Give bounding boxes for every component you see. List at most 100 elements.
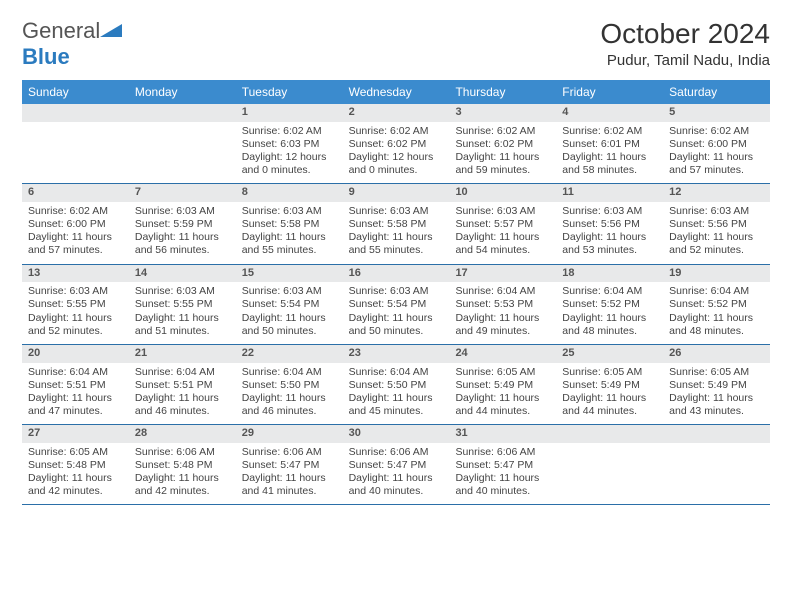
day-number: 1 <box>236 104 343 122</box>
weekday-wed: Wednesday <box>343 80 450 104</box>
calendar-cell: 6Sunrise: 6:02 AMSunset: 6:00 PMDaylight… <box>22 184 129 263</box>
weekday-thu: Thursday <box>449 80 556 104</box>
sunset-value: 5:48 PM <box>173 459 212 471</box>
calendar-cell: 1Sunrise: 6:02 AMSunset: 6:03 PMDaylight… <box>236 104 343 183</box>
sunrise-line: Sunrise: 6:03 AM <box>242 205 337 218</box>
logo-text-general: General <box>22 18 100 43</box>
sunrise-line: Sunrise: 6:02 AM <box>242 125 337 138</box>
calendar-cell: 8Sunrise: 6:03 AMSunset: 5:58 PMDaylight… <box>236 184 343 263</box>
sunrise-value: 6:03 AM <box>390 285 429 297</box>
day-body: Sunrise: 6:06 AMSunset: 5:48 PMDaylight:… <box>129 443 236 505</box>
day-body: Sunrise: 6:04 AMSunset: 5:52 PMDaylight:… <box>663 282 770 344</box>
calendar-cell: 11Sunrise: 6:03 AMSunset: 5:56 PMDayligh… <box>556 184 663 263</box>
daylight-value: 11 hours and 52 minutes. <box>669 231 753 256</box>
sunset-value: 5:51 PM <box>67 379 106 391</box>
calendar-cell <box>663 425 770 504</box>
sunset-line: Sunset: 5:56 PM <box>562 218 657 231</box>
sunrise-line: Sunrise: 6:03 AM <box>242 285 337 298</box>
calendar-week: 13Sunrise: 6:03 AMSunset: 5:55 PMDayligh… <box>22 265 770 345</box>
daylight-value: 11 hours and 42 minutes. <box>28 472 112 497</box>
sunrise-line: Sunrise: 6:03 AM <box>135 205 230 218</box>
sunset-value: 5:50 PM <box>387 379 426 391</box>
daylight-line: Daylight: 11 hours and 48 minutes. <box>669 312 764 338</box>
daylight-line: Daylight: 12 hours and 0 minutes. <box>349 151 444 177</box>
day-body: Sunrise: 6:03 AMSunset: 5:54 PMDaylight:… <box>236 282 343 344</box>
day-body <box>22 122 129 170</box>
calendar-cell: 21Sunrise: 6:04 AMSunset: 5:51 PMDayligh… <box>129 345 236 424</box>
sunset-line: Sunset: 5:49 PM <box>455 379 550 392</box>
weekday-sat: Saturday <box>663 80 770 104</box>
day-number: 7 <box>129 184 236 202</box>
sunset-value: 5:55 PM <box>173 298 212 310</box>
sunrise-line: Sunrise: 6:04 AM <box>349 366 444 379</box>
sunrise-line: Sunrise: 6:05 AM <box>455 366 550 379</box>
day-number: 23 <box>343 345 450 363</box>
sunset-value: 5:47 PM <box>280 459 319 471</box>
sunset-value: 5:54 PM <box>387 298 426 310</box>
day-number: 14 <box>129 265 236 283</box>
calendar-cell: 3Sunrise: 6:02 AMSunset: 6:02 PMDaylight… <box>449 104 556 183</box>
sunset-value: 5:54 PM <box>280 298 319 310</box>
day-body: Sunrise: 6:04 AMSunset: 5:50 PMDaylight:… <box>343 363 450 425</box>
sunrise-line: Sunrise: 6:03 AM <box>562 205 657 218</box>
calendar-cell: 19Sunrise: 6:04 AMSunset: 5:52 PMDayligh… <box>663 265 770 344</box>
daylight-value: 11 hours and 45 minutes. <box>349 392 433 417</box>
calendar-cell: 24Sunrise: 6:05 AMSunset: 5:49 PMDayligh… <box>449 345 556 424</box>
day-body: Sunrise: 6:03 AMSunset: 5:55 PMDaylight:… <box>129 282 236 344</box>
sunrise-line: Sunrise: 6:03 AM <box>28 285 123 298</box>
sunset-line: Sunset: 5:57 PM <box>455 218 550 231</box>
daylight-line: Daylight: 11 hours and 43 minutes. <box>669 392 764 418</box>
daylight-value: 11 hours and 50 minutes. <box>349 312 433 337</box>
day-body: Sunrise: 6:03 AMSunset: 5:55 PMDaylight:… <box>22 282 129 344</box>
sunrise-value: 6:02 AM <box>711 125 750 137</box>
sunrise-line: Sunrise: 6:06 AM <box>135 446 230 459</box>
sunset-value: 5:56 PM <box>708 218 747 230</box>
daylight-value: 12 hours and 0 minutes. <box>349 151 434 176</box>
day-body: Sunrise: 6:02 AMSunset: 6:03 PMDaylight:… <box>236 122 343 184</box>
sunrise-line: Sunrise: 6:05 AM <box>28 446 123 459</box>
sunset-value: 6:02 PM <box>387 138 426 150</box>
daylight-line: Daylight: 11 hours and 44 minutes. <box>562 392 657 418</box>
sunset-value: 5:58 PM <box>387 218 426 230</box>
day-number: 2 <box>343 104 450 122</box>
calendar-cell: 4Sunrise: 6:02 AMSunset: 6:01 PMDaylight… <box>556 104 663 183</box>
sunrise-line: Sunrise: 6:03 AM <box>669 205 764 218</box>
sunset-value: 6:02 PM <box>494 138 533 150</box>
day-number: 29 <box>236 425 343 443</box>
sunrise-value: 6:03 AM <box>176 285 215 297</box>
logo: General Blue <box>22 18 122 70</box>
daylight-line: Daylight: 11 hours and 40 minutes. <box>455 472 550 498</box>
daylight-line: Daylight: 11 hours and 52 minutes. <box>669 231 764 257</box>
calendar-cell <box>556 425 663 504</box>
sunset-line: Sunset: 5:55 PM <box>28 298 123 311</box>
sunrise-value: 6:03 AM <box>283 285 322 297</box>
daylight-line: Daylight: 11 hours and 55 minutes. <box>349 231 444 257</box>
weeks-container: 1Sunrise: 6:02 AMSunset: 6:03 PMDaylight… <box>22 104 770 505</box>
day-body <box>556 443 663 491</box>
sunset-line: Sunset: 6:00 PM <box>669 138 764 151</box>
daylight-line: Daylight: 11 hours and 44 minutes. <box>455 392 550 418</box>
sunset-value: 5:50 PM <box>280 379 319 391</box>
day-body: Sunrise: 6:03 AMSunset: 5:58 PMDaylight:… <box>236 202 343 264</box>
sunrise-line: Sunrise: 6:02 AM <box>455 125 550 138</box>
day-number: 15 <box>236 265 343 283</box>
calendar-week: 20Sunrise: 6:04 AMSunset: 5:51 PMDayligh… <box>22 345 770 425</box>
daylight-value: 11 hours and 54 minutes. <box>455 231 539 256</box>
sunset-value: 6:00 PM <box>67 218 106 230</box>
day-body: Sunrise: 6:05 AMSunset: 5:49 PMDaylight:… <box>663 363 770 425</box>
sunset-value: 5:47 PM <box>494 459 533 471</box>
sunset-line: Sunset: 5:47 PM <box>349 459 444 472</box>
weekday-tue: Tuesday <box>236 80 343 104</box>
sunset-value: 5:53 PM <box>494 298 533 310</box>
sunrise-line: Sunrise: 6:02 AM <box>349 125 444 138</box>
sunrise-value: 6:06 AM <box>497 446 536 458</box>
day-body: Sunrise: 6:05 AMSunset: 5:49 PMDaylight:… <box>556 363 663 425</box>
sunrise-line: Sunrise: 6:03 AM <box>349 285 444 298</box>
sunrise-line: Sunrise: 6:06 AM <box>349 446 444 459</box>
daylight-line: Daylight: 11 hours and 58 minutes. <box>562 151 657 177</box>
sunrise-value: 6:03 AM <box>497 205 536 217</box>
sunset-line: Sunset: 5:52 PM <box>562 298 657 311</box>
sunrise-line: Sunrise: 6:04 AM <box>562 285 657 298</box>
sunset-value: 5:52 PM <box>708 298 747 310</box>
calendar-cell: 9Sunrise: 6:03 AMSunset: 5:58 PMDaylight… <box>343 184 450 263</box>
